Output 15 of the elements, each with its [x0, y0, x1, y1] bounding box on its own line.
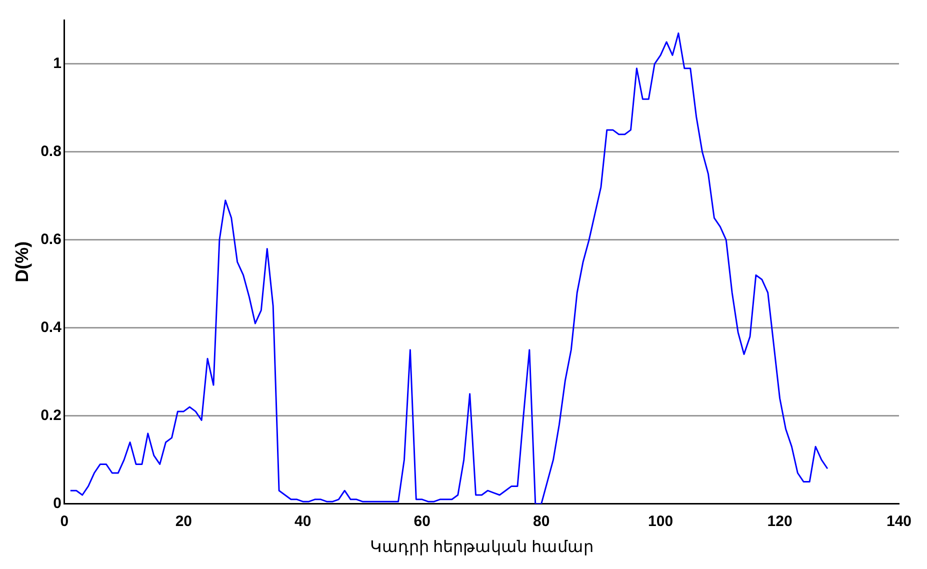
x-tick-label: 40 [294, 512, 312, 530]
x-tick-label: 100 [648, 512, 674, 530]
y-tick-label: 0.4 [40, 319, 62, 336]
x-tick-label: 80 [532, 512, 550, 530]
x-tick-label: 120 [767, 512, 792, 530]
y-tick-label: 0 [53, 494, 62, 512]
y-tick-label: 1 [53, 55, 62, 72]
x-tick-label: 60 [414, 512, 430, 530]
y-tick-label: 0.8 [40, 143, 62, 160]
y-axis-title: D(%) [12, 241, 32, 282]
x-axis-title: Կադրի հերթական համար [370, 538, 594, 556]
x-tick-label: 20 [175, 512, 192, 530]
y-tick-label: 0.6 [40, 231, 62, 248]
y-tick-label: 0.2 [40, 406, 62, 424]
x-tick-label: 140 [886, 512, 912, 530]
